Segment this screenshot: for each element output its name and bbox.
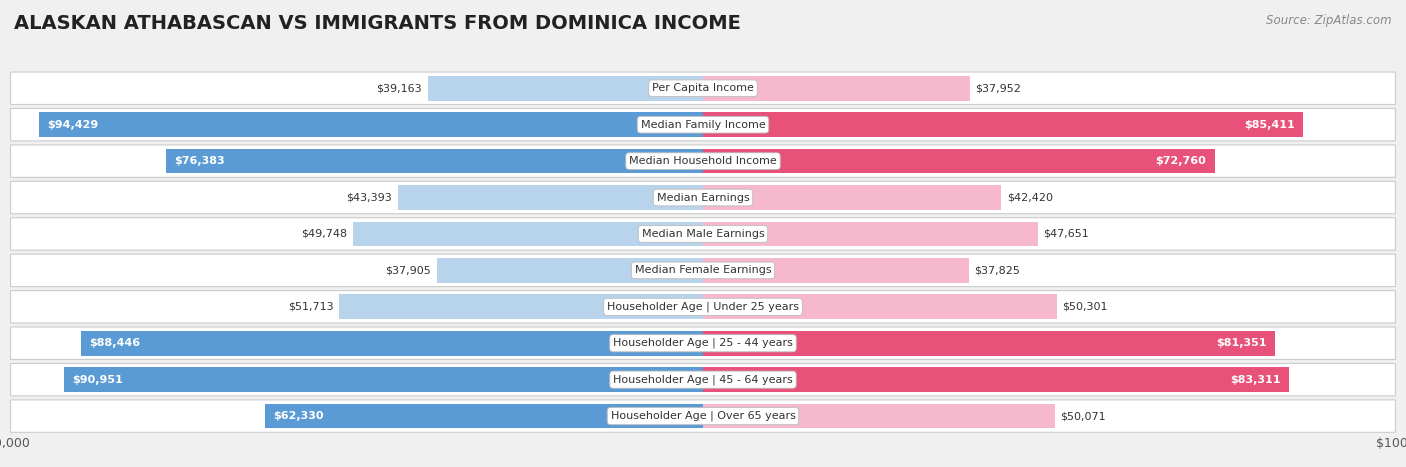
Text: $50,301: $50,301	[1063, 302, 1108, 312]
FancyBboxPatch shape	[10, 218, 1396, 250]
Text: Householder Age | 45 - 64 years: Householder Age | 45 - 64 years	[613, 375, 793, 385]
Text: $76,383: $76,383	[174, 156, 225, 166]
Bar	[703, 185, 1001, 210]
Bar	[353, 221, 703, 247]
Text: $42,420: $42,420	[1007, 192, 1053, 203]
Bar	[703, 112, 1303, 137]
Bar	[39, 112, 703, 137]
Bar	[166, 149, 703, 174]
Bar	[703, 367, 1289, 392]
Text: Householder Age | Under 25 years: Householder Age | Under 25 years	[607, 302, 799, 312]
Text: $51,713: $51,713	[288, 302, 333, 312]
FancyBboxPatch shape	[10, 108, 1396, 141]
Text: $50,071: $50,071	[1060, 411, 1107, 421]
Text: $81,351: $81,351	[1216, 338, 1267, 348]
FancyBboxPatch shape	[10, 72, 1396, 105]
Text: $49,748: $49,748	[301, 229, 347, 239]
Bar	[703, 331, 1275, 356]
Text: Median Female Earnings: Median Female Earnings	[634, 265, 772, 276]
Text: $37,952: $37,952	[976, 83, 1021, 93]
FancyBboxPatch shape	[10, 327, 1396, 360]
Bar	[436, 258, 703, 283]
Text: $37,825: $37,825	[974, 265, 1021, 276]
Bar	[703, 149, 1215, 174]
FancyBboxPatch shape	[10, 145, 1396, 177]
Bar	[703, 76, 970, 101]
Text: $72,760: $72,760	[1156, 156, 1206, 166]
Text: ALASKAN ATHABASCAN VS IMMIGRANTS FROM DOMINICA INCOME: ALASKAN ATHABASCAN VS IMMIGRANTS FROM DO…	[14, 14, 741, 33]
Text: $43,393: $43,393	[346, 192, 392, 203]
Bar	[703, 294, 1057, 319]
Text: Householder Age | Over 65 years: Householder Age | Over 65 years	[610, 411, 796, 421]
Text: Median Earnings: Median Earnings	[657, 192, 749, 203]
Text: Per Capita Income: Per Capita Income	[652, 83, 754, 93]
Bar	[703, 403, 1054, 429]
Text: Median Family Income: Median Family Income	[641, 120, 765, 130]
Text: $85,411: $85,411	[1244, 120, 1295, 130]
Bar	[427, 76, 703, 101]
Bar	[398, 185, 703, 210]
Bar	[264, 403, 703, 429]
FancyBboxPatch shape	[10, 290, 1396, 323]
FancyBboxPatch shape	[10, 254, 1396, 287]
Text: $47,651: $47,651	[1043, 229, 1090, 239]
Text: $83,311: $83,311	[1230, 375, 1281, 385]
FancyBboxPatch shape	[10, 400, 1396, 432]
Text: $37,905: $37,905	[385, 265, 430, 276]
Text: Median Male Earnings: Median Male Earnings	[641, 229, 765, 239]
Bar	[703, 221, 1038, 247]
Bar	[82, 331, 703, 356]
Bar	[339, 294, 703, 319]
Text: $39,163: $39,163	[377, 83, 422, 93]
FancyBboxPatch shape	[10, 363, 1396, 396]
Text: $90,951: $90,951	[72, 375, 122, 385]
Text: $94,429: $94,429	[48, 120, 98, 130]
Text: $88,446: $88,446	[90, 338, 141, 348]
Text: Median Household Income: Median Household Income	[628, 156, 778, 166]
FancyBboxPatch shape	[10, 181, 1396, 214]
Text: $62,330: $62,330	[273, 411, 323, 421]
Text: Source: ZipAtlas.com: Source: ZipAtlas.com	[1267, 14, 1392, 27]
Bar	[703, 258, 969, 283]
Bar	[63, 367, 703, 392]
Text: Householder Age | 25 - 44 years: Householder Age | 25 - 44 years	[613, 338, 793, 348]
